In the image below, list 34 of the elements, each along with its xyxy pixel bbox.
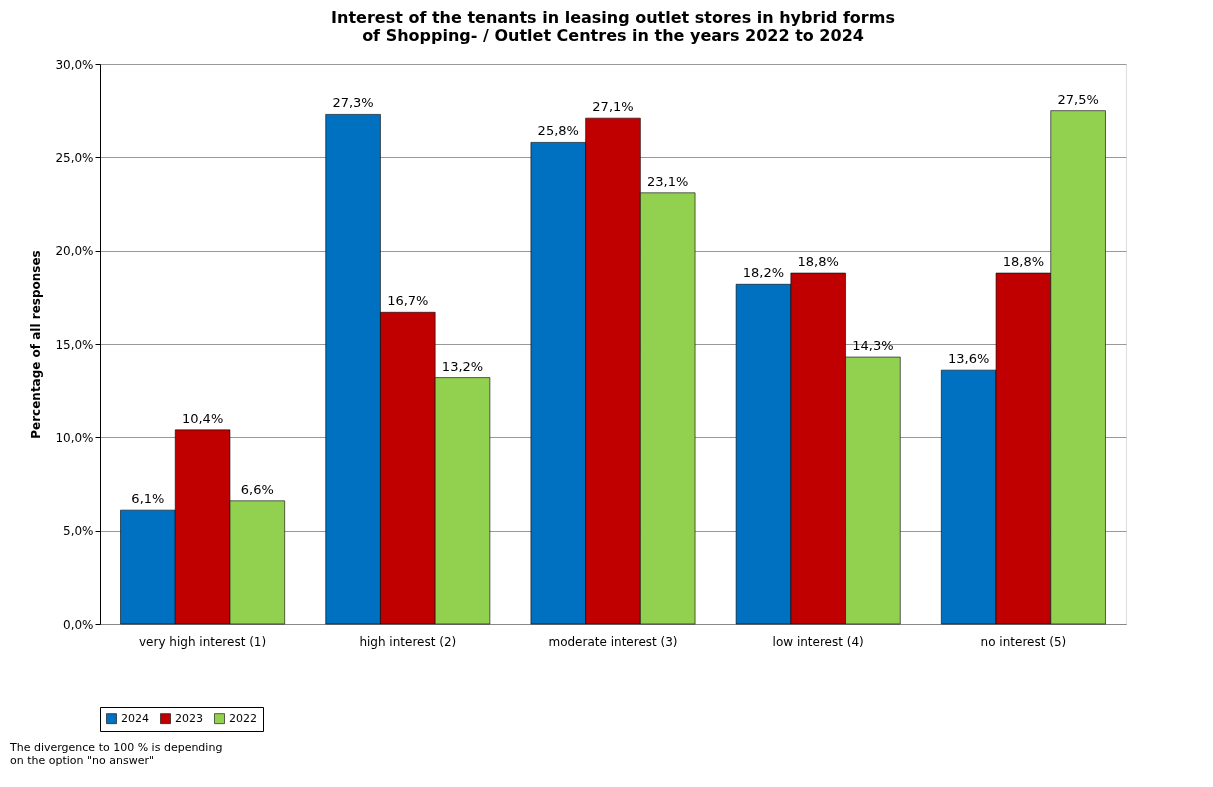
x-tick-label: low interest (4) bbox=[772, 634, 864, 649]
y-tick-label: 30,0% bbox=[55, 57, 94, 72]
data-label: 13,6% bbox=[948, 351, 990, 367]
y-tick-label: 25,0% bbox=[55, 150, 94, 165]
data-label: 6,1% bbox=[131, 491, 165, 507]
y-axis-title: Percentage of all responses bbox=[29, 250, 44, 439]
y-tick-label: 10,0% bbox=[55, 430, 94, 445]
data-label: 13,2% bbox=[441, 358, 484, 374]
x-tick-label: no interest (5) bbox=[980, 634, 1067, 649]
legend-label: 2023 bbox=[175, 711, 203, 725]
y-tick-label: 15,0% bbox=[55, 337, 94, 352]
data-label: 27,1% bbox=[592, 99, 634, 115]
data-label: 18,2% bbox=[742, 265, 785, 281]
data-label: 27,5% bbox=[1057, 91, 1099, 107]
text: The divergence to 100 % is depending on the option "no answer" bbox=[9, 741, 223, 767]
data-label: 25,8% bbox=[537, 123, 579, 139]
legend-label: 2022 bbox=[229, 711, 257, 725]
y-tick-label: 20,0% bbox=[55, 244, 94, 259]
legend-label: 2024 bbox=[121, 711, 149, 725]
data-label: 18,8% bbox=[797, 254, 839, 270]
data-label: 16,7% bbox=[387, 293, 429, 309]
x-tick-label: very high interest (1) bbox=[139, 634, 267, 649]
data-label: 14,3% bbox=[852, 338, 894, 354]
y-tick-label: 0,0% bbox=[63, 617, 94, 632]
x-tick-label: high interest (2) bbox=[359, 634, 457, 649]
data-label: 6,6% bbox=[240, 481, 274, 497]
data-label: 18,8% bbox=[1002, 254, 1045, 270]
data-label: 10,4% bbox=[181, 410, 224, 426]
y-tick-label: 5,0% bbox=[63, 524, 94, 539]
text: Interest of the tenants in leasing outlet stores in hybrid forms bbox=[331, 8, 895, 27]
data-label: 23,1% bbox=[647, 173, 689, 189]
text: of Shopping- / Outlet Centres in the years 2022 to 2024 bbox=[362, 26, 864, 45]
data-label: 27,3% bbox=[332, 95, 374, 111]
x-tick-label: moderate interest (3) bbox=[548, 634, 678, 649]
